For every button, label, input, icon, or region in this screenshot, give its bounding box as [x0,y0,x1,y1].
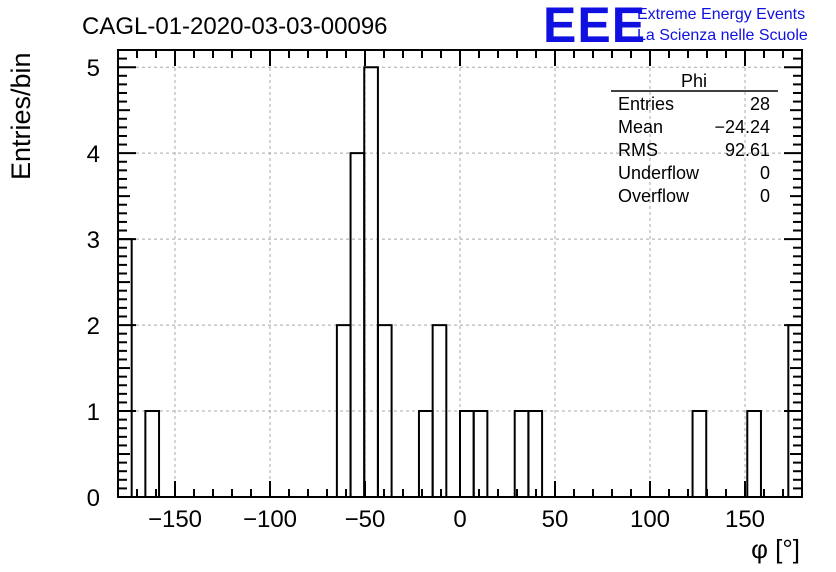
x-tick-label: 50 [542,506,569,533]
stats-label: RMS [618,140,658,160]
y-axis-label: Entries/bin [6,52,36,180]
x-tick-label: −150 [148,506,202,533]
y-tick-label: 1 [87,399,100,426]
x-tick-label: 150 [725,506,765,533]
stats-label: Entries [618,94,674,114]
x-tick-label: −100 [243,506,297,533]
stats-label: Mean [618,117,663,137]
x-tick-label: 0 [453,506,466,533]
stats-value: 92.61 [725,140,770,160]
eee-logo-line2: La Scienza nelle Scuole [637,27,808,44]
histogram-bin [144,410,161,497]
stats-value: 28 [750,94,770,114]
stats-value: 0 [760,186,770,206]
stats-label: Overflow [618,186,690,206]
y-tick-label: 2 [87,313,100,340]
y-tick-label: 3 [87,227,100,254]
histogram-bin [527,410,544,497]
stats-value: 0 [760,163,770,183]
histogram-bin [363,66,379,497]
stats-label: Underflow [618,163,700,183]
histogram-bin [376,324,393,497]
stats-value: −24.24 [714,117,770,137]
y-tick-label: 4 [87,141,100,168]
eee-logo: EEE Extreme Energy Events La Scienza nel… [543,0,808,53]
histogram-bin [431,324,448,497]
y-tick-label: 0 [87,485,100,512]
histogram-bin [691,410,708,497]
x-axis-label: φ [°] [751,534,800,564]
histogram-bin [417,410,434,497]
x-tick-label: −50 [345,506,386,533]
histogram-bin [746,410,762,497]
tick-labels: −150 −100 −50 0 50 100 150 0 1 2 3 4 5 [87,55,765,533]
axes [117,49,803,498]
histogram-bin [513,410,530,497]
histogram-bin [472,410,489,497]
eee-logo-line1: Extreme Energy Events [637,6,805,23]
y-tick-label: 5 [87,55,100,82]
stats-box: Phi Entries 28 Mean −24.24 RMS 92.61 Underflow… [611,71,778,206]
x-tick-label: 100 [630,506,670,533]
eee-logo-mark: EEE [543,0,646,53]
chart-title: CAGL-01-2020-03-03-00096 [82,13,388,40]
histogram-bin [459,410,475,497]
stats-title: Phi [681,71,707,91]
histogram-series [117,66,803,497]
stats-rows: Entries 28 Mean −24.24 RMS 92.61 Underflow 0 Ove… [618,94,770,206]
